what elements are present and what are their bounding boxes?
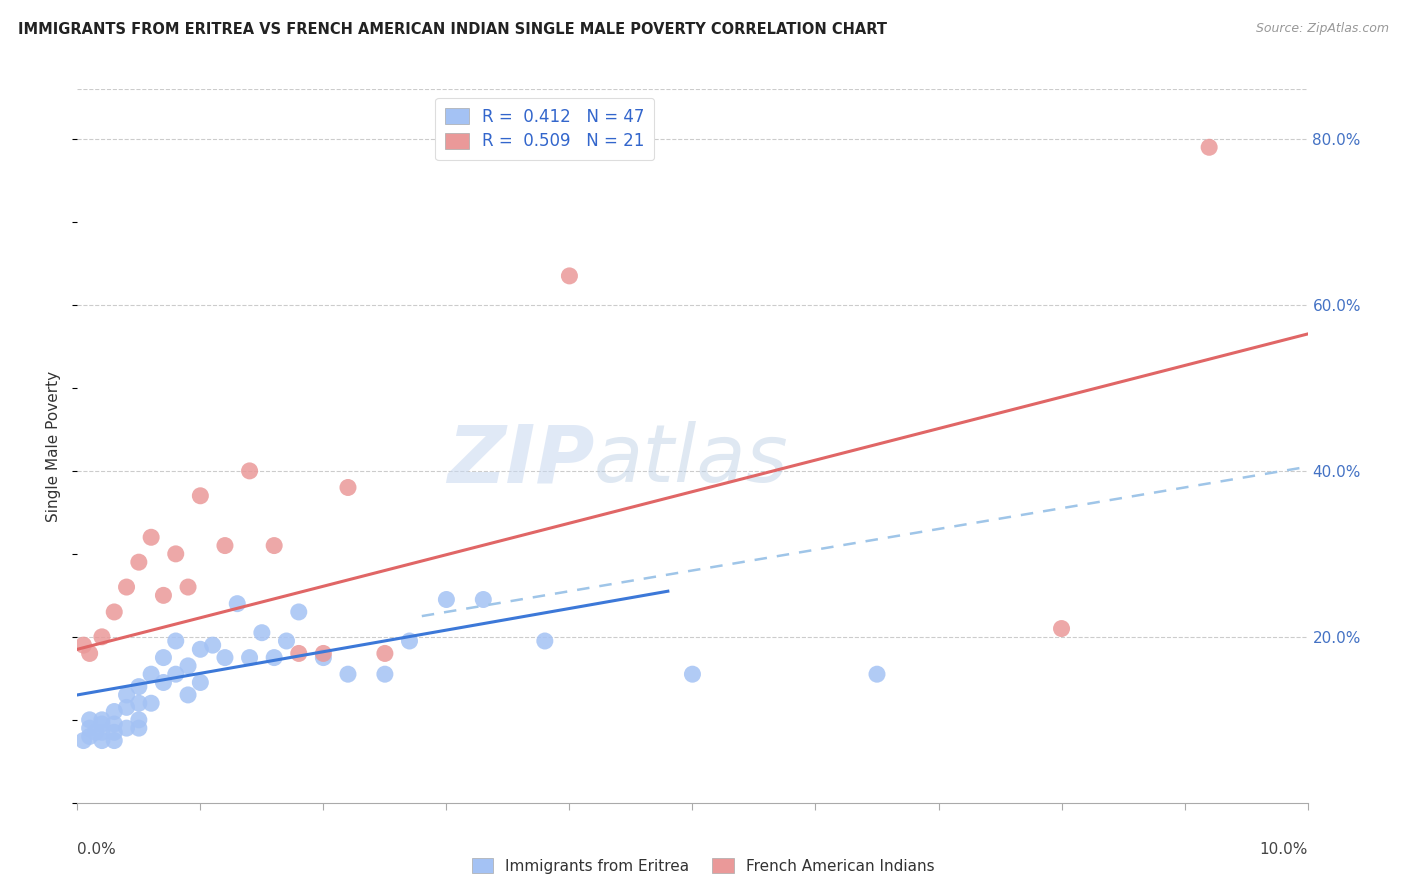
Point: [79, 730, 101, 744]
Point: [152, 650, 174, 665]
Point: [214, 650, 236, 665]
Point: [177, 659, 200, 673]
Point: [177, 580, 200, 594]
Point: [374, 647, 396, 661]
Text: IMMIGRANTS FROM ERITREA VS FRENCH AMERICAN INDIAN SINGLE MALE POVERTY CORRELATIO: IMMIGRANTS FROM ERITREA VS FRENCH AMERIC…: [18, 22, 887, 37]
Point: [115, 580, 138, 594]
Point: [337, 667, 360, 681]
Point: [79, 647, 101, 661]
Point: [337, 481, 360, 495]
Point: [866, 667, 889, 681]
Text: atlas: atlas: [595, 421, 789, 500]
Point: [103, 725, 125, 739]
Legend: Immigrants from Eritrea, French American Indians: Immigrants from Eritrea, French American…: [465, 852, 941, 880]
Point: [115, 700, 138, 714]
Point: [226, 597, 249, 611]
Point: [214, 539, 236, 553]
Point: [201, 638, 224, 652]
Legend: R =  0.412   N = 47, R =  0.509   N = 21: R = 0.412 N = 47, R = 0.509 N = 21: [436, 97, 654, 161]
Point: [79, 713, 101, 727]
Point: [103, 605, 125, 619]
Point: [90, 725, 114, 739]
Point: [79, 721, 101, 735]
Y-axis label: Single Male Poverty: Single Male Poverty: [46, 370, 62, 522]
Point: [1050, 622, 1073, 636]
Point: [312, 647, 335, 661]
Point: [128, 713, 150, 727]
Point: [276, 634, 298, 648]
Point: [72, 733, 94, 747]
Point: [188, 675, 212, 690]
Text: 10.0%: 10.0%: [1260, 842, 1308, 857]
Point: [128, 696, 150, 710]
Point: [90, 733, 114, 747]
Point: [374, 667, 396, 681]
Point: [152, 588, 174, 602]
Point: [534, 634, 557, 648]
Point: [250, 625, 273, 640]
Point: [90, 713, 114, 727]
Point: [263, 539, 285, 553]
Text: ZIP: ZIP: [447, 421, 595, 500]
Point: [90, 717, 114, 731]
Point: [72, 638, 94, 652]
Text: 0.0%: 0.0%: [77, 842, 117, 857]
Point: [115, 721, 138, 735]
Point: [558, 268, 581, 283]
Point: [682, 667, 704, 681]
Point: [141, 696, 163, 710]
Point: [239, 650, 262, 665]
Point: [152, 675, 174, 690]
Point: [165, 634, 187, 648]
Point: [177, 688, 200, 702]
Point: [103, 705, 125, 719]
Point: [436, 592, 458, 607]
Point: [141, 530, 163, 544]
Point: [288, 605, 311, 619]
Point: [128, 555, 150, 569]
Point: [1198, 140, 1220, 154]
Point: [398, 634, 420, 648]
Point: [141, 667, 163, 681]
Point: [103, 717, 125, 731]
Point: [288, 647, 311, 661]
Point: [188, 642, 212, 657]
Point: [165, 547, 187, 561]
Point: [103, 733, 125, 747]
Point: [90, 630, 114, 644]
Point: [188, 489, 212, 503]
Point: [115, 688, 138, 702]
Point: [239, 464, 262, 478]
Point: [84, 725, 107, 739]
Text: Source: ZipAtlas.com: Source: ZipAtlas.com: [1256, 22, 1389, 36]
Point: [263, 650, 285, 665]
Point: [312, 650, 335, 665]
Point: [128, 721, 150, 735]
Point: [472, 592, 495, 607]
Point: [165, 667, 187, 681]
Point: [128, 680, 150, 694]
